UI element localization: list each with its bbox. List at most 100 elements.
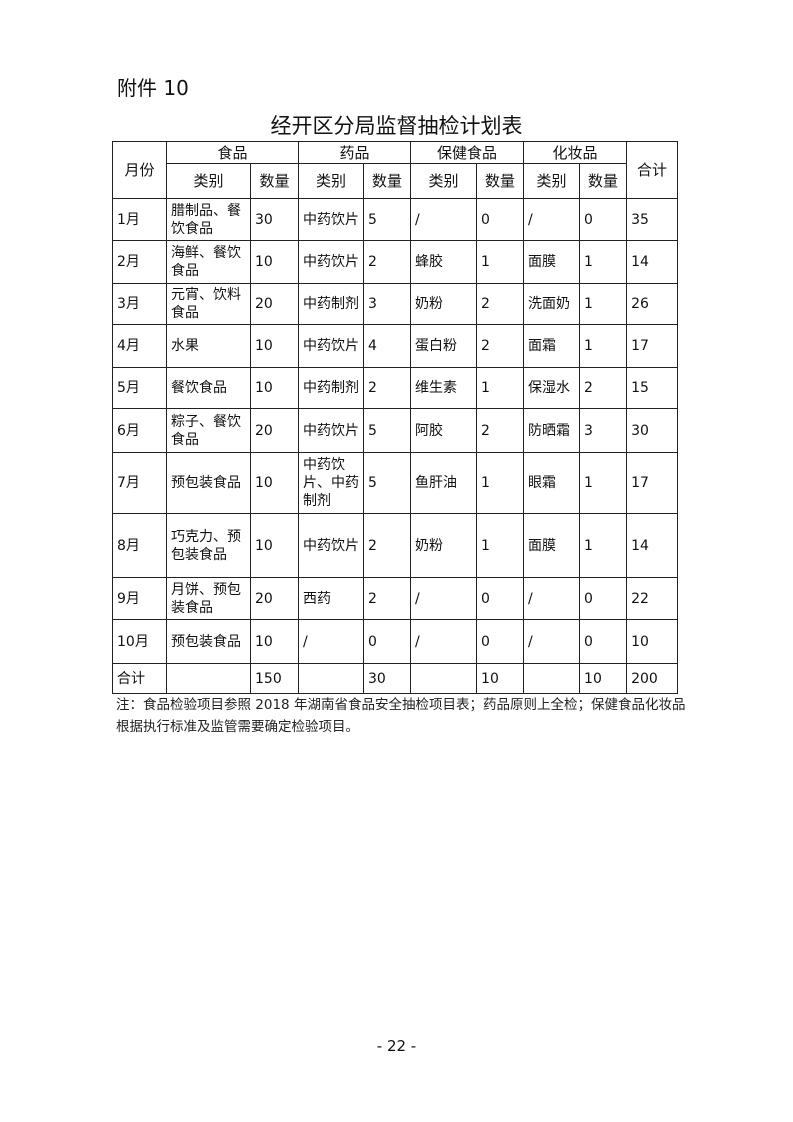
table-cell: / bbox=[523, 577, 581, 620]
table-cell: 1 bbox=[579, 452, 628, 514]
table-cell: 阿胶 bbox=[410, 408, 478, 453]
table-cell: 中药饮片 bbox=[298, 198, 365, 241]
header-quantity: 数量 bbox=[579, 163, 628, 199]
table-cell: 1 bbox=[579, 513, 628, 578]
table-cell: 元宵、饮料食品 bbox=[166, 283, 251, 325]
table-cell: 0 bbox=[579, 577, 628, 620]
table-cell: 10 bbox=[476, 663, 525, 694]
table-cell: 2 bbox=[363, 240, 412, 284]
table-cell: 1 bbox=[579, 240, 628, 284]
table-cell: 17 bbox=[626, 324, 679, 368]
table-cell: 中药饮片 bbox=[298, 513, 365, 578]
table-cell: 巧克力、预包装食品 bbox=[166, 513, 251, 578]
table-cell: 洗面奶 bbox=[523, 283, 581, 325]
table-cell: 4 bbox=[363, 324, 412, 368]
table-cell: 10 bbox=[249, 452, 300, 514]
table-cell: 奶粉 bbox=[410, 283, 478, 325]
header-quantity: 数量 bbox=[363, 163, 412, 199]
attachment-label: 附件 10 bbox=[117, 76, 189, 100]
table-cell: 10 bbox=[249, 324, 300, 368]
table-cell: 5 bbox=[363, 452, 412, 514]
table-cell bbox=[410, 663, 478, 694]
table-cell: 10 bbox=[249, 619, 300, 664]
cell-month: 7月 bbox=[112, 452, 167, 514]
table-cell: 15 bbox=[626, 367, 679, 409]
table-cell: 2 bbox=[476, 283, 525, 325]
table-cell: 26 bbox=[626, 283, 679, 325]
table-cell: 14 bbox=[626, 240, 679, 284]
table-cell: / bbox=[523, 198, 581, 241]
table-cell: 2 bbox=[476, 408, 525, 453]
table-row: 3月 元宵、饮料食品 20 中药制剂 3 奶粉 2 洗面奶 1 26 bbox=[112, 283, 679, 325]
table-cell: 预包装食品 bbox=[166, 619, 251, 664]
table-cell: 150 bbox=[249, 663, 300, 694]
cell-month: 5月 bbox=[112, 367, 167, 409]
table-row: 10月 预包装食品 10/0/0/0 10 bbox=[112, 619, 679, 664]
inspection-plan-table: 月份 食品 药品 保健食品 化妆品 合计 类别 数量 类别 数量 类别 数量 类… bbox=[112, 141, 679, 694]
table-cell: 面霜 bbox=[523, 324, 581, 368]
table-cell: 蜂胶 bbox=[410, 240, 478, 284]
table-cell: 1 bbox=[476, 452, 525, 514]
table-cell: 200 bbox=[626, 663, 679, 694]
cell-month: 4月 bbox=[112, 324, 167, 368]
table-cell: 0 bbox=[579, 619, 628, 664]
table-cell: 保湿水 bbox=[523, 367, 581, 409]
header-quantity: 数量 bbox=[249, 163, 300, 199]
table-cell: 眼霜 bbox=[523, 452, 581, 514]
table-cell: 中药饮片、中药制剂 bbox=[298, 452, 365, 514]
table-cell: 1 bbox=[476, 240, 525, 284]
table-cell: 0 bbox=[476, 198, 525, 241]
cell-month: 6月 bbox=[112, 408, 167, 453]
table-cell: 30 bbox=[249, 198, 300, 241]
table-row: 5月 餐饮食品 10 中药制剂 2 维生素 1 保湿水 2 15 bbox=[112, 367, 679, 409]
table-cell: 中药饮片 bbox=[298, 408, 365, 453]
cell-month: 9月 bbox=[112, 577, 167, 620]
table-row: 2月 海鲜、餐饮食品 10 中药饮片 2 蜂胶 1 面膜 1 14 bbox=[112, 240, 679, 284]
table-cell: / bbox=[410, 577, 478, 620]
table-cell: 30 bbox=[363, 663, 412, 694]
cell-month: 1月 bbox=[112, 198, 167, 241]
footnote: 注：食品检验项目参照 2018 年湖南省食品安全抽检项目表；药品原则上全检；保健… bbox=[116, 697, 686, 735]
table-cell: 2 bbox=[476, 324, 525, 368]
table-cell: 20 bbox=[249, 408, 300, 453]
header-category: 类别 bbox=[410, 163, 478, 199]
table-row: 7月 预包装食品 10 中药饮片、中药制剂 5 鱼肝油 1 眼霜 1 17 bbox=[112, 452, 679, 514]
table-cell: 0 bbox=[476, 619, 525, 664]
table-cell: 西药 bbox=[298, 577, 365, 620]
table-cell: / bbox=[523, 619, 581, 664]
table-cell: 腊制品、餐饮食品 bbox=[166, 198, 251, 241]
table-cell: 1 bbox=[579, 324, 628, 368]
table-row: 4月 水果 10 中药饮片 4 蛋白粉 2 面霜 1 17 bbox=[112, 324, 679, 368]
table-cell: 中药饮片 bbox=[298, 240, 365, 284]
table-cell: 粽子、餐饮食品 bbox=[166, 408, 251, 453]
table-cell: 1 bbox=[476, 513, 525, 578]
table-cell: 海鲜、餐饮食品 bbox=[166, 240, 251, 284]
header-total: 合计 bbox=[626, 141, 679, 199]
page-number: - 22 - bbox=[376, 1037, 417, 1055]
header-drugs: 药品 bbox=[298, 141, 412, 164]
table-cell bbox=[298, 663, 365, 694]
table-row: 1月 腊制品、餐饮食品 30 中药饮片 5/0/0 35 bbox=[112, 198, 679, 241]
table-cell: 20 bbox=[249, 577, 300, 620]
table-cell: 1 bbox=[579, 283, 628, 325]
table-cell: 鱼肝油 bbox=[410, 452, 478, 514]
header-category: 类别 bbox=[166, 163, 251, 199]
table-cell: 2 bbox=[579, 367, 628, 409]
cell-month: 2月 bbox=[112, 240, 167, 284]
table-cell: 月饼、预包装食品 bbox=[166, 577, 251, 620]
cell-month: 8月 bbox=[112, 513, 167, 578]
table-cell: 3 bbox=[363, 283, 412, 325]
table-cell: 面膜 bbox=[523, 513, 581, 578]
table-cell: 10 bbox=[249, 240, 300, 284]
table-cell: 蛋白粉 bbox=[410, 324, 478, 368]
table-cell: 维生素 bbox=[410, 367, 478, 409]
table-cell: 0 bbox=[363, 619, 412, 664]
table-cell: 防晒霜 bbox=[523, 408, 581, 453]
header-health-food: 保健食品 bbox=[410, 141, 525, 164]
table-cell: 22 bbox=[626, 577, 679, 620]
header-food: 食品 bbox=[165, 141, 300, 164]
table-cell: 2 bbox=[363, 367, 412, 409]
table-cell bbox=[166, 663, 251, 694]
table-cell: 30 bbox=[626, 408, 679, 453]
table-cell: / bbox=[410, 198, 478, 241]
